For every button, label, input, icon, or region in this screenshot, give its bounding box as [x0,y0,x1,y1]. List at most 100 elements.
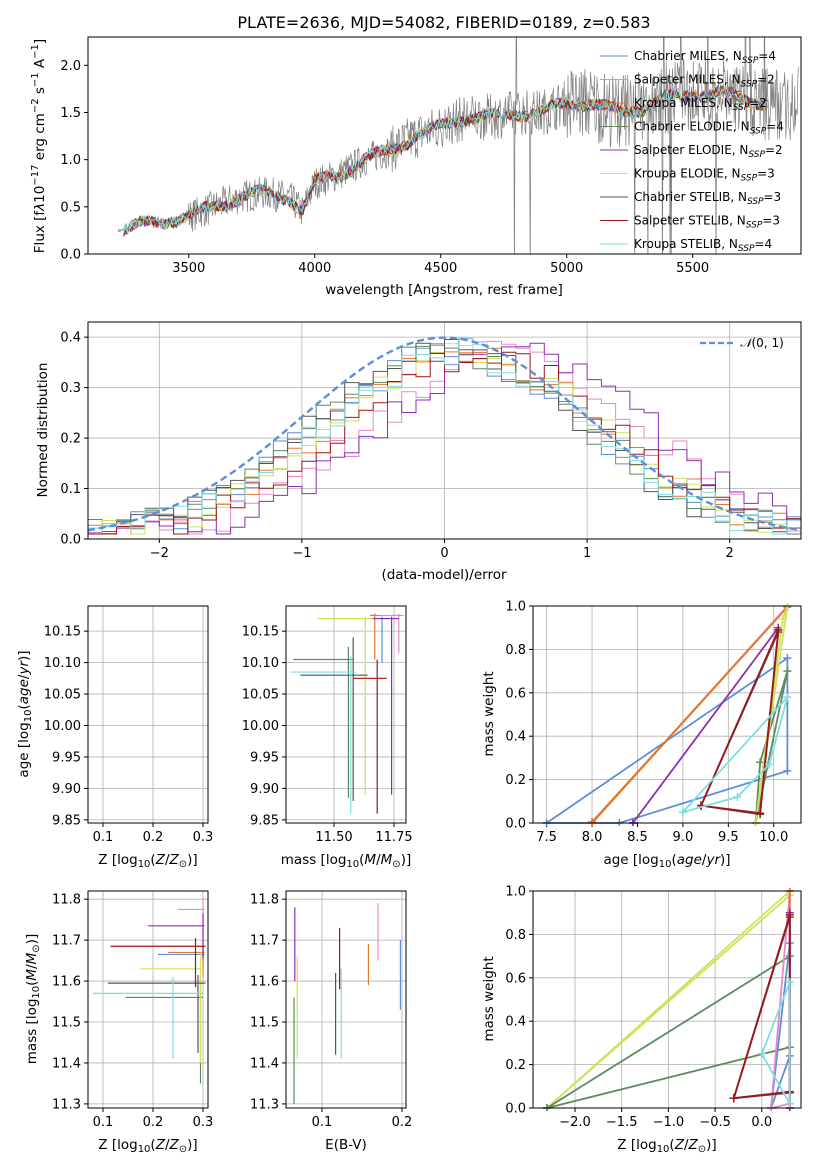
age-vs-mass-panel: 11.50 11.75 9.85 9.90 9.95 10.00 10.05 10.10 10.… [242,605,413,870]
mass-vs-EBV-ytick-label: 11.5 [250,1016,279,1031]
age-vs-Z-ytick-label: 9.85 [52,813,81,828]
residuals-ytick-label: 0.0 [60,533,81,548]
mass-vs-Z-ytick-label: 11.8 [52,893,81,908]
age-vs-Z-frame [87,605,209,824]
mass-vs-EBV-plot-area [293,903,401,1104]
mass-vs-Z-xtick-label: 0.3 [193,1115,214,1130]
age-vs-Z-ylabel: age [log10(age/yr)] [16,650,34,777]
age-vs-Z-ytick-label: 10.00 [44,719,81,734]
mass-vs-Z-frame [87,890,209,1109]
weight-vs-Z-ytick-label: 0.2 [505,1058,526,1073]
weight-vs-age-xtick-label: 8.0 [582,830,603,845]
spectrum-legend: Chabrier MILES, NSSP=4 Salpeter MILES, NS… [600,49,784,254]
mass-vs-Z-xlabel: Z [log10(Z/Z⊙)] [98,1137,197,1155]
weight-vs-age-ylabel: mass weight [481,671,497,756]
mass-vs-EBV-ytick-label: 11.3 [250,1097,279,1112]
legend-label-salp_miles: Salpeter MILES, NSSP=2 [634,73,775,90]
weight-vs-Z-ytick-label: 0.8 [505,928,526,943]
legend-label-chab_elodie: Chabrier ELODIE, NSSP=4 [634,120,784,137]
legend-label-salp_stelib: Salpeter STELIB, NSSP=3 [634,214,780,231]
age-vs-Z-xtick-label: 0.2 [143,830,164,845]
weight-vs-Z-ytick-label: 0.0 [505,1102,526,1117]
weight-vs-age-frame [532,605,802,824]
weight-vs-age-xtick-label: 7.5 [536,830,557,845]
weight-line-salp_stelib [700,629,780,815]
residuals-xtick-label: −1 [292,546,311,561]
spectrum-ytick-label: 0.0 [60,248,81,263]
weight-vs-Z-xtick-label: −1.5 [606,1115,638,1130]
mass-vs-Z-ytick-label: 11.5 [52,1016,81,1031]
spectrum-ylabel: Flux [fλ10−17 erg cm−2 s−1 A−1] [30,39,48,253]
age-vs-mass-ytick-label: 9.85 [250,813,279,828]
residuals-ylabel: Normed distribution [35,363,51,498]
spectrum-frame [87,36,802,255]
mass-vs-EBV-ytick-label: 11.7 [250,934,279,949]
mass-vs-Z-ytick-label: 11.7 [52,934,81,949]
residuals-legend: 𝒩(0, 1) [700,336,784,350]
weight-vs-age-ytick-label: 0.2 [505,773,526,788]
age-vs-mass-ytick-label: 10.15 [242,625,279,640]
residuals-xlabel: (data-model)/error [381,567,507,583]
mass-vs-EBV-xtick-label: 0.1 [312,1115,333,1130]
weight-vs-age-ytick-label: 0.6 [505,686,526,701]
spectrum-ytick-label: 1.5 [60,106,81,121]
residual-hist-chab_stelib [88,339,801,535]
age-vs-mass-frame [285,605,407,824]
weight-vs-Z-xtick-label: 0.0 [751,1115,772,1130]
legend-label-salp_elodie: Salpeter ELODIE, NSSP=2 [634,143,783,160]
mass-vs-Z-ytick-label: 11.4 [52,1056,81,1071]
residuals-ytick-label: 0.2 [60,432,81,447]
age-vs-mass-plot-area [290,613,404,814]
residuals-xtick-label: 2 [726,546,734,561]
weight-line-krou_stelib [760,981,791,1105]
age-vs-Z-ytick-label: 9.95 [52,750,81,765]
legend-label-krou_elodie: Kroupa ELODIE, NSSP=3 [634,167,775,184]
spectrum-plot-area [117,37,799,254]
mass-vs-Z-xtick-label: 0.1 [93,1115,114,1130]
age-vs-Z-plot-area [93,614,206,814]
age-vs-mass-ytick-label: 9.90 [250,782,279,797]
age-vs-Z-xtick-label: 0.3 [193,830,214,845]
spectrum-xlabel: wavelength [Angstrom, rest frame] [325,282,563,298]
residuals-panel: −2 −1 0 1 2 0.0 0.1 0.2 0.3 0.4 (data-model)/erro… [35,321,802,583]
residuals-frame [87,321,802,540]
weight-vs-age-ytick-label: 0.0 [505,817,526,832]
weight-vs-Z-ytick-label: 0.6 [505,971,526,986]
age-vs-Z-xtick-label: 0.1 [93,830,114,845]
weight-vs-Z-xtick-label: −1.0 [653,1115,685,1130]
mass-vs-Z-ytick-label: 11.6 [52,975,81,990]
mass-vs-EBV-panel: 0.1 0.2 11.3 11.4 11.5 11.6 11.7 11.8 E(B-V) [250,890,412,1153]
age-vs-mass-xtick-label: 11.50 [315,830,352,845]
weight-line-krou_stelib [682,696,789,813]
spectrum-xtick-label: 5000 [550,261,583,276]
age-vs-Z-ytick-label: 10.15 [44,625,81,640]
residuals-ytick-label: 0.3 [60,381,81,396]
weight-vs-age-xtick-label: 9.5 [718,830,739,845]
residual-hist-krou_stelib [88,338,801,535]
spectrum-ytick-label: 1.0 [60,153,81,168]
age-vs-Z-panel: 0.1 0.2 0.3 9.85 9.90 9.95 10.00 10.05 10.10 10.1… [16,605,214,870]
mass-vs-EBV-ytick-label: 11.8 [250,893,279,908]
age-vs-Z-ytick-label: 9.90 [52,782,81,797]
spectrum-xtick-label: 5500 [676,261,709,276]
legend-label-chab_miles: Chabrier MILES, NSSP=4 [634,49,776,66]
weight-vs-Z-ytick-label: 1.0 [505,885,526,900]
mass-vs-EBV-xlabel: E(B-V) [325,1137,367,1153]
age-vs-Z-ytick-label: 10.10 [44,656,81,671]
model-line-krou_stelib [122,85,768,237]
age-vs-mass-ytick-label: 10.05 [242,688,279,703]
spectrum-xtick-label: 3500 [172,261,205,276]
age-vs-Z-ytick-label: 10.05 [44,688,81,703]
spectrum-xtick-label: 4500 [424,261,457,276]
weight-vs-Z-ylabel: mass weight [481,956,497,1041]
spectrum-xtick-label: 4000 [298,261,331,276]
gaussian-curve [88,336,799,532]
age-vs-mass-xtick-label: 11.75 [375,830,412,845]
weight-vs-Z-xtick-label: −0.5 [699,1115,731,1130]
weight-vs-age-ytick-label: 0.8 [505,643,526,658]
age-vs-mass-xlabel: mass [log10(M/M⊙)] [281,852,411,870]
weight-vs-Z-frame [532,890,802,1109]
weight-vs-age-plot-area [542,603,792,826]
mass-vs-EBV-frame [285,890,407,1109]
weight-vs-age-xtick-label: 10.0 [759,830,788,845]
